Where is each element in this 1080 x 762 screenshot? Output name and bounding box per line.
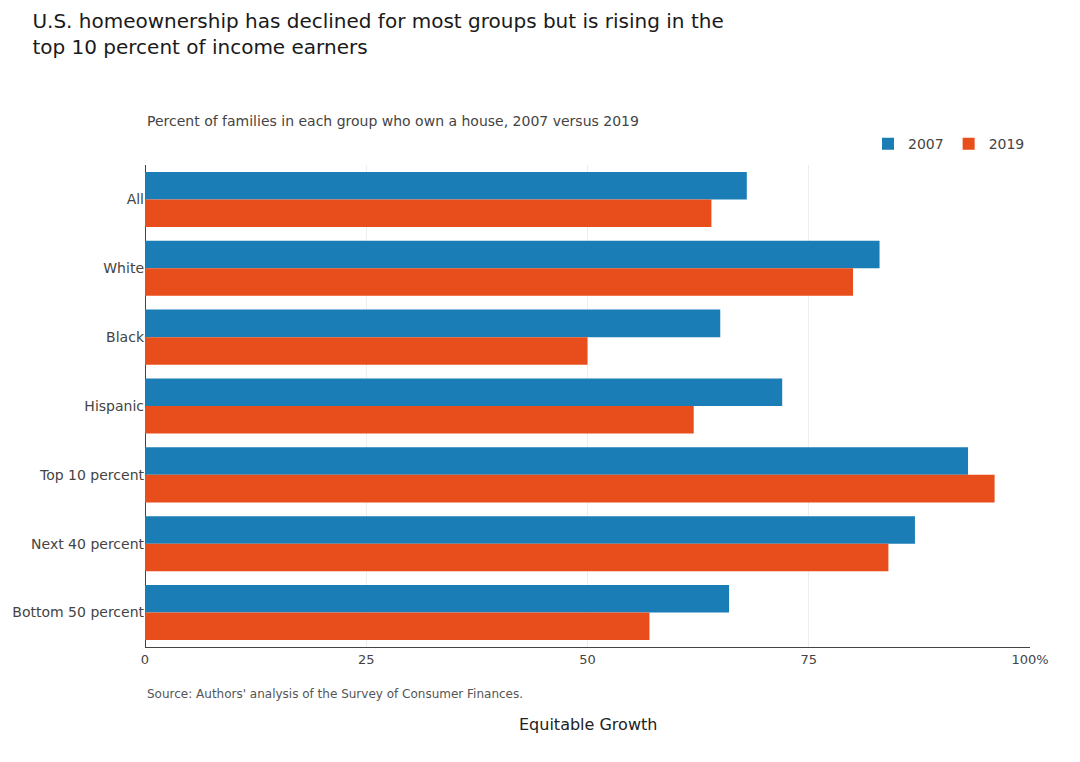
svg-text:Hispanic: Hispanic bbox=[84, 398, 144, 414]
svg-text:Equitable Growth: Equitable Growth bbox=[519, 715, 657, 734]
svg-text:0: 0 bbox=[141, 652, 149, 667]
svg-text:2007: 2007 bbox=[908, 136, 944, 152]
svg-text:White: White bbox=[103, 260, 144, 276]
svg-text:Top 10 percent: Top 10 percent bbox=[39, 467, 144, 483]
svg-text:Next 40 percent: Next 40 percent bbox=[31, 536, 144, 552]
svg-text:U.S. homeownership has decline: U.S. homeownership has declined for most… bbox=[32, 9, 723, 59]
svg-text:All: All bbox=[127, 191, 144, 207]
svg-text:Percent of families in each gr: Percent of families in each group who ow… bbox=[147, 113, 639, 129]
svg-text:75: 75 bbox=[800, 652, 817, 667]
svg-text:50: 50 bbox=[579, 652, 596, 667]
svg-text:2019: 2019 bbox=[989, 136, 1025, 152]
svg-text:Bottom 50 percent: Bottom 50 percent bbox=[12, 604, 144, 620]
svg-text:Source: Authors' analysis of t: Source: Authors' analysis of the Survey … bbox=[147, 687, 523, 701]
svg-text:Black: Black bbox=[106, 329, 145, 345]
svg-text:100%: 100% bbox=[1011, 652, 1048, 667]
svg-text:25: 25 bbox=[358, 652, 375, 667]
